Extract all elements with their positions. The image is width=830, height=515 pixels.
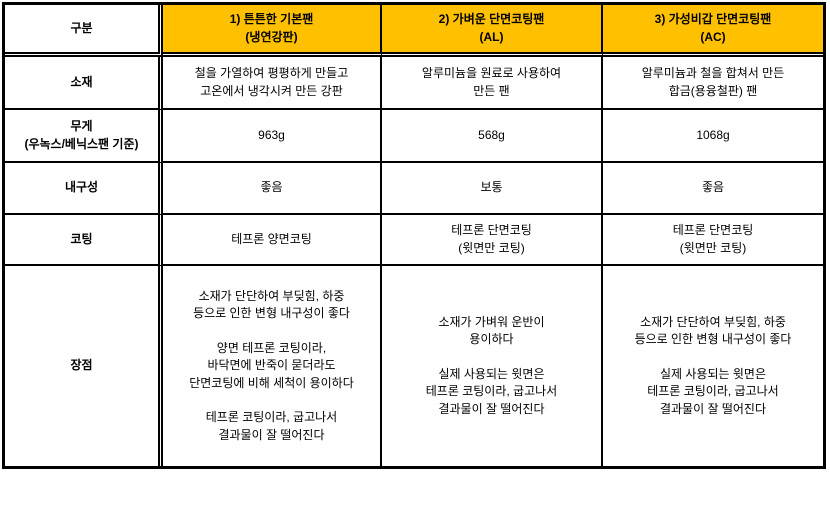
- advantages-aluminum-pan: 소재가 가벼워 운반이 용이하다 실제 사용되는 윗면은 테프론 코팅이라, 굽…: [382, 266, 603, 466]
- row-label-weight: 무게 (우녹스/베닉스팬 기준): [5, 110, 163, 163]
- row-label-coating: 코팅: [5, 215, 163, 266]
- coating-basic-pan: 테프론 양면코팅: [163, 215, 382, 266]
- advantages-alloy-pan: 소재가 단단하여 부딪힘, 하중 등으로 인한 변형 내구성이 좋다 실제 사용…: [634, 314, 792, 416]
- material-aluminum-pan: 알루미늄을 원료로 사용하여 만든 팬: [382, 57, 603, 110]
- durability-basic-pan: 좋음: [163, 163, 382, 215]
- pan-comparison-table: 구분 1) 튼튼한 기본팬 (냉연강판) 2) 가벼운 단면코팅팬 (AL) 3…: [2, 2, 826, 469]
- advantages-basic-pan: 소재가 단단하여 부딪힘, 하중 등으로 인한 변형 내구성이 좋다 양면 테프…: [163, 266, 382, 466]
- weight-alloy-pan: 1068g: [603, 110, 823, 163]
- weight-aluminum-pan: 568g: [382, 110, 603, 163]
- column-header-aluminum-pan: 2) 가벼운 단면코팅팬 (AL): [382, 5, 603, 57]
- material-alloy-pan: 알루미늄과 철을 합쳐서 만든 합금(용융철판) 팬: [603, 57, 823, 110]
- row-label-material: 소재: [5, 57, 163, 110]
- row-label-advantages: 장점: [5, 266, 163, 466]
- column-header-basic-pan: 1) 튼튼한 기본팬 (냉연강판): [163, 5, 382, 57]
- row-label-durability: 내구성: [5, 163, 163, 215]
- corner-header-category: 구분: [5, 5, 163, 57]
- coating-alloy-pan: 테프론 단면코팅 (윗면만 코팅): [603, 215, 823, 266]
- material-basic-pan: 철을 가열하여 평평하게 만들고 고온에서 냉각시켜 만든 강판: [163, 57, 382, 110]
- column-header-alloy-pan: 3) 가성비갑 단면코팅팬 (AC): [603, 5, 823, 57]
- durability-alloy-pan: 좋음: [603, 163, 823, 215]
- coating-aluminum-pan: 테프론 단면코팅 (윗면만 코팅): [382, 215, 603, 266]
- weight-basic-pan: 963g: [163, 110, 382, 163]
- durability-aluminum-pan: 보통: [382, 163, 603, 215]
